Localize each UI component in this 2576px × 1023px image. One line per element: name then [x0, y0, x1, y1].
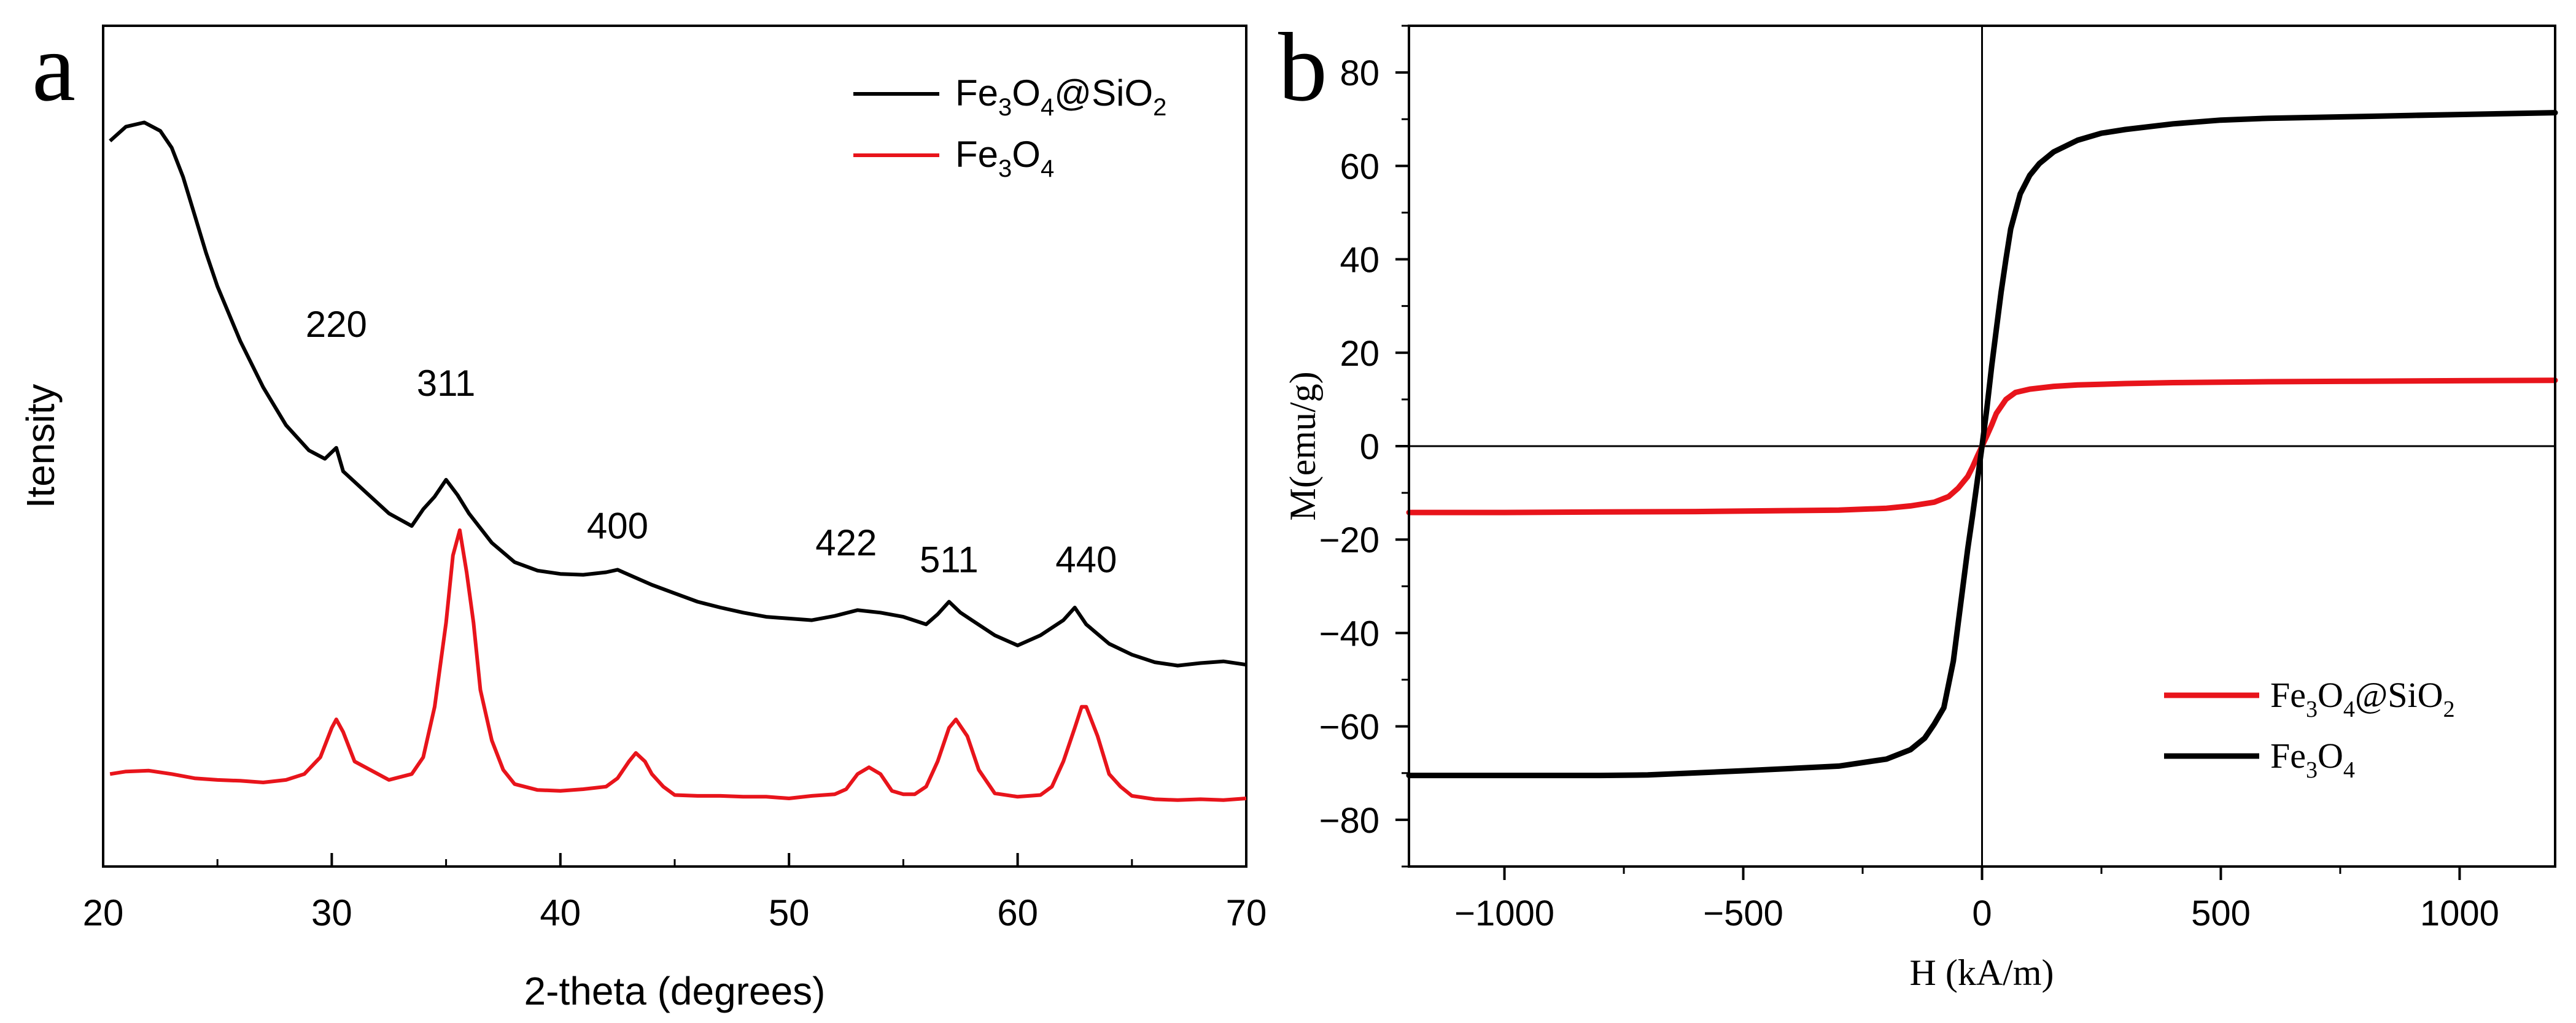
- panel-b-series-line-2: [1406, 110, 2558, 779]
- panel-a-peak-label: 422: [815, 522, 877, 563]
- panel-b-x-axis-label: H (kA/m): [1910, 952, 2054, 993]
- panel-a-x-axis: 20 30 40 50 60 70: [83, 853, 1267, 933]
- panel-a-x-tick-label: 70: [1226, 892, 1267, 933]
- panel-b-y-axis-label: M(emu/g): [1282, 371, 1323, 520]
- panel-a-series-group: [109, 120, 1247, 802]
- panel-b-y-tick-label: −60: [1319, 708, 1379, 747]
- panel-a-x-axis-label: 2-theta (degrees): [524, 969, 826, 1013]
- panel-b-legend: Fe3O4@SiO2 Fe3O4: [2164, 675, 2455, 783]
- panel-b-legend-label-1: Fe3O4@SiO2: [2270, 675, 2455, 722]
- panel-b-y-axis: −80 −60 −40 −20 0 20 40 60 80: [1319, 25, 1409, 868]
- panel-a-x-tick-label: 20: [83, 892, 124, 933]
- panel-b-y-tick-label: 20: [1340, 334, 1379, 374]
- panel-b-x-tick-label: 1000: [2420, 894, 2499, 933]
- panel-b-series-group: [1406, 110, 2558, 779]
- panel-a-series-line-2: [109, 528, 1247, 802]
- panel-a-xrd-chart: a 20 30 40 50 60 70 2-theta (degrees) Itensit…: [18, 12, 1267, 1013]
- panel-a-peak-label: 220: [306, 304, 367, 345]
- panel-b-y-tick-label: 0: [1360, 427, 1379, 467]
- panel-b-x-axis: −1000 −500 0 500 1000: [1454, 867, 2499, 933]
- panel-a-legend-label-2: Fe3O4: [955, 134, 1054, 182]
- panel-b-x-tick-label: −500: [1703, 894, 1783, 933]
- panel-b-y-tick-label: 40: [1340, 241, 1379, 280]
- panel-b-legend-label-2: Fe3O4: [2270, 736, 2355, 783]
- panel-a-x-tick-label: 50: [769, 892, 810, 933]
- panel-b-x-tick-label: 500: [2191, 894, 2251, 933]
- panel-a-peak-labels: 220 311 400 422 511 440: [306, 304, 1117, 581]
- panel-a-x-tick-label: 40: [540, 892, 581, 933]
- panel-b-y-tick-label: −80: [1319, 801, 1379, 841]
- panel-b-hysteresis-chart: b −1000 −500 0 500 1000 −80 −60 −40 −20 0 20 40 60 8…: [1278, 12, 2558, 993]
- panel-b-y-tick-label: 60: [1340, 147, 1379, 187]
- panel-a-legend-label-1: Fe3O4@SiO2: [955, 72, 1166, 121]
- panel-a-y-axis-label: Itensity: [18, 384, 63, 509]
- panel-a-label: a: [32, 12, 76, 122]
- panel-a-peak-label: 440: [1055, 539, 1117, 581]
- panel-a-peak-label: 311: [417, 363, 476, 404]
- panel-a-peak-label: 400: [587, 506, 648, 547]
- panel-b-y-tick-label: −40: [1319, 614, 1379, 654]
- panel-b-y-tick-label: 80: [1340, 53, 1379, 93]
- panel-b-label: b: [1278, 12, 1327, 122]
- panel-a-series-line-1: [109, 120, 1247, 668]
- panel-b-x-tick-label: 0: [1972, 894, 1992, 933]
- panel-a-peak-label: 511: [920, 539, 979, 581]
- panel-b-y-tick-label: −20: [1319, 520, 1379, 560]
- panel-b-x-tick-label: −1000: [1454, 894, 1554, 933]
- panel-a-x-tick-label: 60: [997, 892, 1038, 933]
- panel-a-x-tick-label: 30: [311, 892, 352, 933]
- panel-a-legend: Fe3O4@SiO2 Fe3O4: [853, 72, 1166, 182]
